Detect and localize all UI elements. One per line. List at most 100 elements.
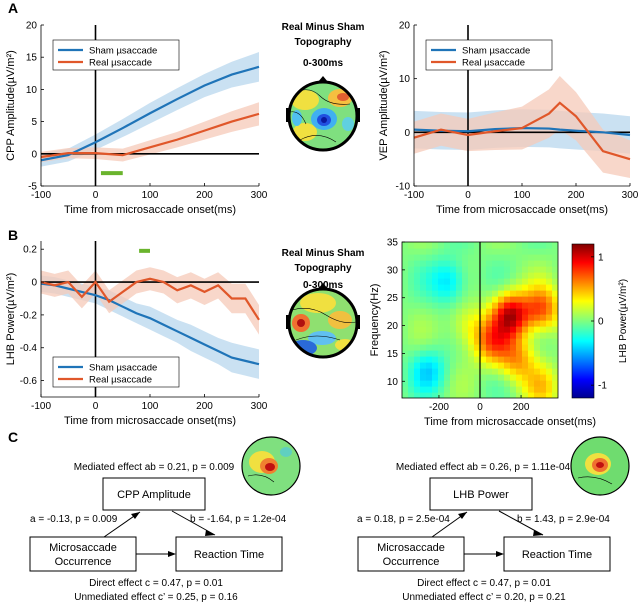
- heatmap-cell: [486, 344, 493, 351]
- heatmap-cell: [456, 332, 463, 339]
- heatmap-cell: [408, 320, 415, 327]
- heatmap-cell: [438, 368, 445, 375]
- mediator-label: CPP Amplitude: [117, 489, 191, 501]
- x-tick-label: -100: [31, 401, 51, 412]
- heatmap-cell: [402, 392, 409, 398]
- heatmap-cell: [534, 380, 541, 387]
- y-axis-label: LHB Power(µV/m²): [5, 273, 17, 366]
- heatmap-cell: [450, 260, 457, 267]
- heatmap-cell: [438, 284, 445, 291]
- heatmap-cell: [432, 332, 439, 339]
- heatmap-cell: [504, 272, 511, 279]
- heatmap-cell: [474, 290, 481, 297]
- heatmap-cell: [408, 356, 415, 363]
- heatmap-cell: [444, 344, 451, 351]
- heatmap-cell: [462, 380, 469, 387]
- heatmap-cell: [450, 308, 457, 315]
- heatmap-cell: [462, 326, 469, 333]
- series-line-real: [40, 112, 260, 159]
- heatmap-cell: [498, 344, 505, 351]
- heatmap-cell: [510, 386, 517, 393]
- heatmap-cell: [426, 374, 433, 381]
- heatmap-cell: [552, 296, 558, 303]
- heatmap-cell: [552, 380, 558, 387]
- heatmap-cell: [546, 314, 553, 321]
- heatmap-cell: [408, 386, 415, 393]
- y-tick-label: 35: [387, 238, 399, 249]
- heatmap-cell: [414, 290, 421, 297]
- heatmap-cell: [528, 266, 535, 273]
- heatmap-cell: [522, 356, 529, 363]
- heatmap-cell: [480, 242, 487, 249]
- heatmap-cell: [516, 392, 523, 398]
- direct-effect-label: Direct effect c = 0.47, p = 0.01: [89, 578, 223, 589]
- y-tick-label: 15: [387, 349, 399, 360]
- heatmap-cell: [414, 314, 421, 321]
- heatmap-cell: [504, 290, 511, 297]
- heatmap-cell: [420, 302, 427, 309]
- heatmap-cell: [420, 356, 427, 363]
- heatmap-cell: [474, 272, 481, 279]
- heatmap-cell: [480, 386, 487, 393]
- heatmap-cell: [450, 272, 457, 279]
- heatmap-cell: [414, 272, 421, 279]
- heatmap-cell: [408, 278, 415, 285]
- heatmap-cell: [450, 290, 457, 297]
- heatmap-cell: [456, 326, 463, 333]
- heatmap-cell: [480, 308, 487, 315]
- heatmap-cell: [552, 302, 558, 309]
- heatmap-cell: [468, 260, 475, 267]
- heatmap-cell: [522, 302, 529, 309]
- heatmap-cell: [522, 260, 529, 267]
- heatmap-cell: [444, 284, 451, 291]
- heatmap-cell: [498, 314, 505, 321]
- heatmap-cell: [546, 242, 553, 249]
- heatmap-cell: [414, 326, 421, 333]
- heatmap-cell: [438, 344, 445, 351]
- heatmap-cell: [402, 296, 409, 303]
- mediated-effect-label: Mediated effect ab = 0.26, p = 1.11e-04: [396, 462, 571, 473]
- y-tick-label: 0: [31, 149, 37, 160]
- heatmap-cell: [534, 332, 541, 339]
- heatmap-cell: [534, 260, 541, 267]
- heatmap-cell: [492, 326, 499, 333]
- heatmap-cell: [474, 332, 481, 339]
- heatmap-cell: [522, 344, 529, 351]
- heatmap-cell: [510, 326, 517, 333]
- heatmap-cell: [426, 314, 433, 321]
- legend-label-real: Real µsaccade: [89, 58, 152, 69]
- heatmap-cell: [492, 296, 499, 303]
- x-tick-label: -100: [31, 190, 51, 201]
- topomap-2: [289, 289, 357, 357]
- mediator-box: [429, 477, 533, 511]
- heatmap-cell: [414, 332, 421, 339]
- heatmap-cell: [504, 332, 511, 339]
- heatmap-cell: [534, 344, 541, 351]
- heatmap-cell: [414, 302, 421, 309]
- heatmap-cell: [408, 392, 415, 398]
- heatmap-cell: [546, 392, 553, 398]
- heatmap-cell: [438, 350, 445, 357]
- mediated-effect-label: Mediated effect ab = 0.21, p = 0.009: [74, 462, 235, 473]
- heatmap-cell: [420, 392, 427, 398]
- heatmap-cell: [486, 248, 493, 255]
- heatmap-cell: [516, 248, 523, 255]
- heatmap-cell: [528, 254, 535, 261]
- heatmap-cell: [522, 326, 529, 333]
- heatmap-cell: [456, 356, 463, 363]
- heatmap-cell: [504, 248, 511, 255]
- heatmap-cell: [492, 278, 499, 285]
- heatmap-cell: [420, 314, 427, 321]
- heatmap-cell: [528, 392, 535, 398]
- direct-effect-label: Direct effect c = 0.47, p = 0.01: [417, 578, 551, 589]
- heatmap-cell: [462, 272, 469, 279]
- heatmap-cell: [504, 344, 511, 351]
- heatmap-cell: [414, 254, 421, 261]
- heatmap-cell: [426, 380, 433, 387]
- heatmap-cell: [528, 296, 535, 303]
- heatmap-cell: [438, 386, 445, 393]
- heatmap-cell: [438, 362, 445, 369]
- x-tick-label: 100: [142, 190, 159, 201]
- x-tick-label: 0: [477, 402, 483, 413]
